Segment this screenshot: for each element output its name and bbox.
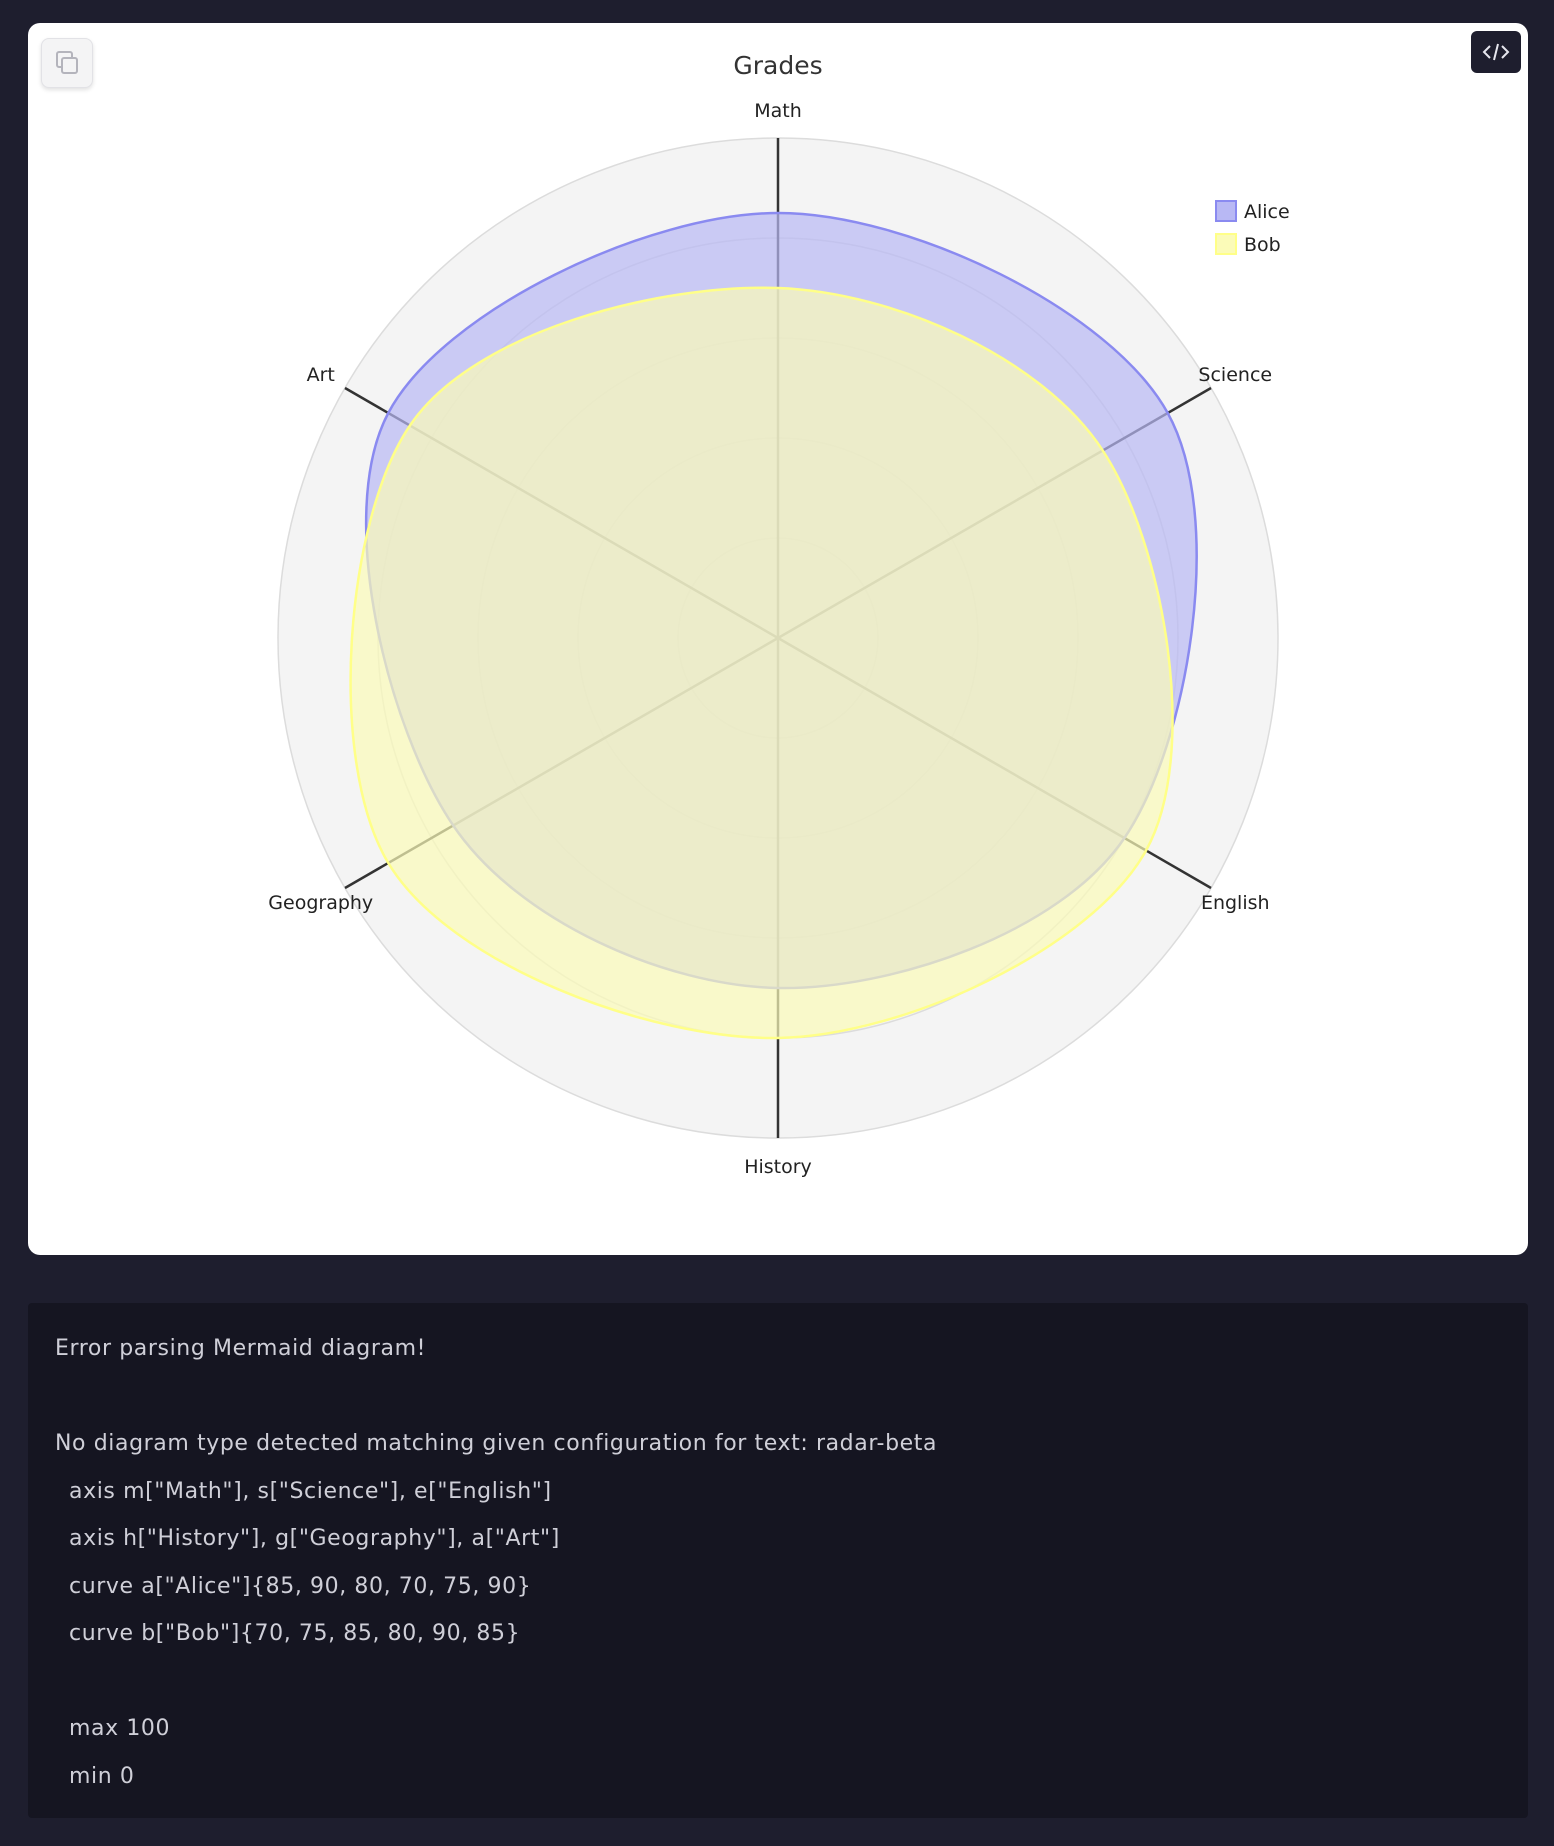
error-line: Error parsing Mermaid diagram! xyxy=(55,1336,427,1361)
error-line: axis h["History"], g["Geography"], a["Ar… xyxy=(69,1526,560,1551)
view-code-button[interactable] xyxy=(1471,31,1521,73)
legend-swatch-bob xyxy=(1215,233,1237,255)
error-line: curve a["Alice"]{85, 90, 80, 70, 75, 90} xyxy=(69,1573,532,1599)
axis-label-history: History xyxy=(744,1156,812,1178)
error-panel: Error parsing Mermaid diagram! No diagram… xyxy=(28,1303,1528,1818)
axis-labels: Math Science English History Geography Art xyxy=(268,100,1272,1178)
error-line: curve b["Bob"]{70, 75, 85, 80, 90, 85} xyxy=(69,1621,521,1646)
error-line: axis m["Math"], s["Science"], e["English… xyxy=(69,1478,552,1504)
error-line: max 100 xyxy=(69,1716,171,1741)
legend-swatch-alice xyxy=(1215,200,1237,222)
legend-label-alice: Alice xyxy=(1244,201,1290,223)
chart-title: Grades xyxy=(733,51,822,80)
axis-label-art: Art xyxy=(307,364,335,386)
error-line: No diagram type detected matching given … xyxy=(55,1431,938,1456)
copy-button[interactable] xyxy=(41,38,93,88)
axis-label-geography: Geography xyxy=(268,892,373,914)
curve-bob xyxy=(349,286,1174,1040)
axis-label-math: Math xyxy=(754,100,802,122)
error-blank-line xyxy=(55,1658,1501,1706)
radar-curves xyxy=(349,211,1198,1040)
radar-chart: Grades Math Science English History Geograph… xyxy=(268,51,1290,1178)
legend: Alice Bob xyxy=(1215,200,1290,256)
code-icon xyxy=(1482,43,1510,61)
error-blank-line xyxy=(55,1373,1501,1421)
copy-icon xyxy=(56,51,78,74)
chart-card: Grades Math Science English History Geograph… xyxy=(28,23,1528,1255)
legend-label-bob: Bob xyxy=(1244,234,1281,256)
axis-label-science: Science xyxy=(1198,364,1272,386)
axis-label-english: English xyxy=(1201,892,1270,914)
error-line: min 0 xyxy=(69,1763,135,1789)
